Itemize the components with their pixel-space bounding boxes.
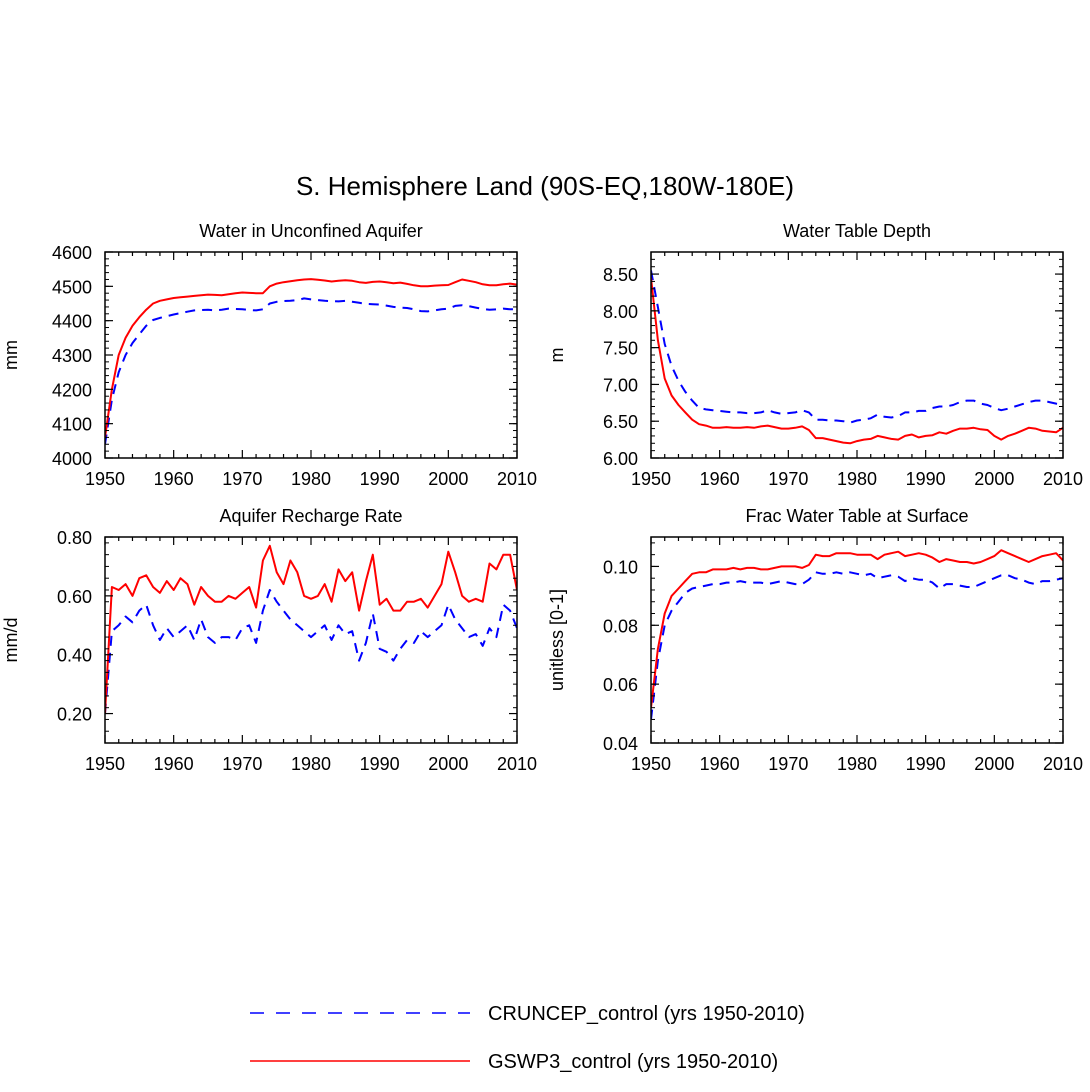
x-tick-label: 1970 — [768, 754, 808, 774]
y-tick-label: 0.04 — [603, 734, 638, 754]
y-tick-label: 0.08 — [603, 616, 638, 636]
x-tick-label: 1990 — [360, 469, 400, 489]
y-tick-label: 7.50 — [603, 339, 638, 359]
y-axis-label: unitless [0-1] — [547, 589, 567, 691]
y-tick-label: 4500 — [52, 277, 92, 297]
y-tick-label: 4200 — [52, 380, 92, 400]
legend-label: GSWP3_control (yrs 1950-2010) — [488, 1051, 778, 1073]
x-tick-label: 1950 — [85, 754, 125, 774]
x-tick-label: 2010 — [1043, 754, 1083, 774]
series-line-cruncep — [105, 589, 517, 714]
x-tick-label: 1960 — [154, 754, 194, 774]
x-tick-label: 2010 — [497, 754, 537, 774]
x-tick-label: 2000 — [974, 754, 1014, 774]
series-line-cruncep — [651, 270, 1063, 424]
series-line-gswp3 — [651, 277, 1063, 445]
series-group — [651, 549, 1063, 720]
y-tick-label: 4600 — [52, 243, 92, 263]
y-tick-label: 4000 — [52, 449, 92, 469]
x-tick-label: 1990 — [906, 754, 946, 774]
x-tick-label: 2000 — [974, 469, 1014, 489]
series-group — [651, 270, 1063, 445]
x-tick-label: 1960 — [700, 469, 740, 489]
x-tick-label: 1970 — [222, 469, 262, 489]
panel-title: Water in Unconfined Aquifer — [199, 221, 422, 241]
panel-3: Aquifer Recharge Rate mm/d 1950 1960 1970 198… — [1, 506, 537, 774]
y-tick-label: 0.06 — [603, 675, 638, 695]
panel-title: Aquifer Recharge Rate — [219, 506, 402, 526]
y-axis-label: mm/d — [1, 618, 21, 663]
y-axis-label: m — [547, 348, 567, 363]
x-tick-label: 2000 — [428, 469, 468, 489]
x-tick-label: 2010 — [1043, 469, 1083, 489]
x-tick-label: 1990 — [360, 754, 400, 774]
y-tick-label: 0.10 — [603, 557, 638, 577]
y-tick-label: 6.50 — [603, 412, 638, 432]
y-tick-label: 4300 — [52, 346, 92, 366]
x-tick-label: 1950 — [631, 469, 671, 489]
x-tick-label: 2010 — [497, 469, 537, 489]
x-tick-label: 1960 — [700, 754, 740, 774]
series-line-gswp3 — [105, 544, 517, 714]
panels-group: Water in Unconfined Aquifer mm 1950 1960 197… — [1, 221, 1083, 774]
y-tick-label: 0.20 — [57, 705, 92, 725]
series-line-gswp3 — [105, 278, 517, 438]
y-tick-label: 0.40 — [57, 646, 92, 666]
x-tick-label: 1960 — [154, 469, 194, 489]
x-tick-label: 1980 — [837, 469, 877, 489]
panel-title: Frac Water Table at Surface — [745, 506, 968, 526]
y-tick-label: 7.00 — [603, 375, 638, 395]
panel-1: Water in Unconfined Aquifer mm 1950 1960 197… — [1, 221, 537, 489]
x-tick-label: 1980 — [291, 754, 331, 774]
x-tick-label: 1980 — [291, 469, 331, 489]
legend-label: CRUNCEP_control (yrs 1950-2010) — [488, 1003, 805, 1025]
plot-frame — [104, 536, 518, 744]
plot-frame — [650, 536, 1064, 744]
x-tick-label: 1970 — [768, 469, 808, 489]
figure-title: S. Hemisphere Land (90S-EQ,180W-180E) — [296, 171, 794, 201]
y-tick-label: 4100 — [52, 415, 92, 435]
y-tick-label: 0.60 — [57, 587, 92, 607]
series-group — [105, 278, 517, 445]
x-tick-label: 1950 — [631, 754, 671, 774]
x-tick-label: 1970 — [222, 754, 262, 774]
y-tick-label: 8.00 — [603, 302, 638, 322]
x-tick-label: 1980 — [837, 754, 877, 774]
y-tick-label: 8.50 — [603, 265, 638, 285]
series-line-gswp3 — [651, 549, 1063, 708]
y-tick-label: 4400 — [52, 312, 92, 332]
panel-4: Frac Water Table at Surface unitless [0-1… — [547, 506, 1083, 774]
y-tick-label: 6.00 — [603, 449, 638, 469]
panel-title: Water Table Depth — [783, 221, 931, 241]
series-line-cruncep — [651, 571, 1063, 720]
y-axis-label: mm — [1, 340, 21, 370]
x-tick-label: 1990 — [906, 469, 946, 489]
legend: CRUNCEP_control (yrs 1950-2010) GSWP3_con… — [250, 1003, 805, 1073]
series-group — [105, 544, 517, 714]
y-tick-label: 0.80 — [57, 528, 92, 548]
x-tick-label: 2000 — [428, 754, 468, 774]
x-tick-label: 1950 — [85, 469, 125, 489]
series-line-cruncep — [105, 297, 517, 445]
panel-2: Water Table Depth m 1950 1960 1970 1980 1990 20… — [547, 221, 1083, 489]
